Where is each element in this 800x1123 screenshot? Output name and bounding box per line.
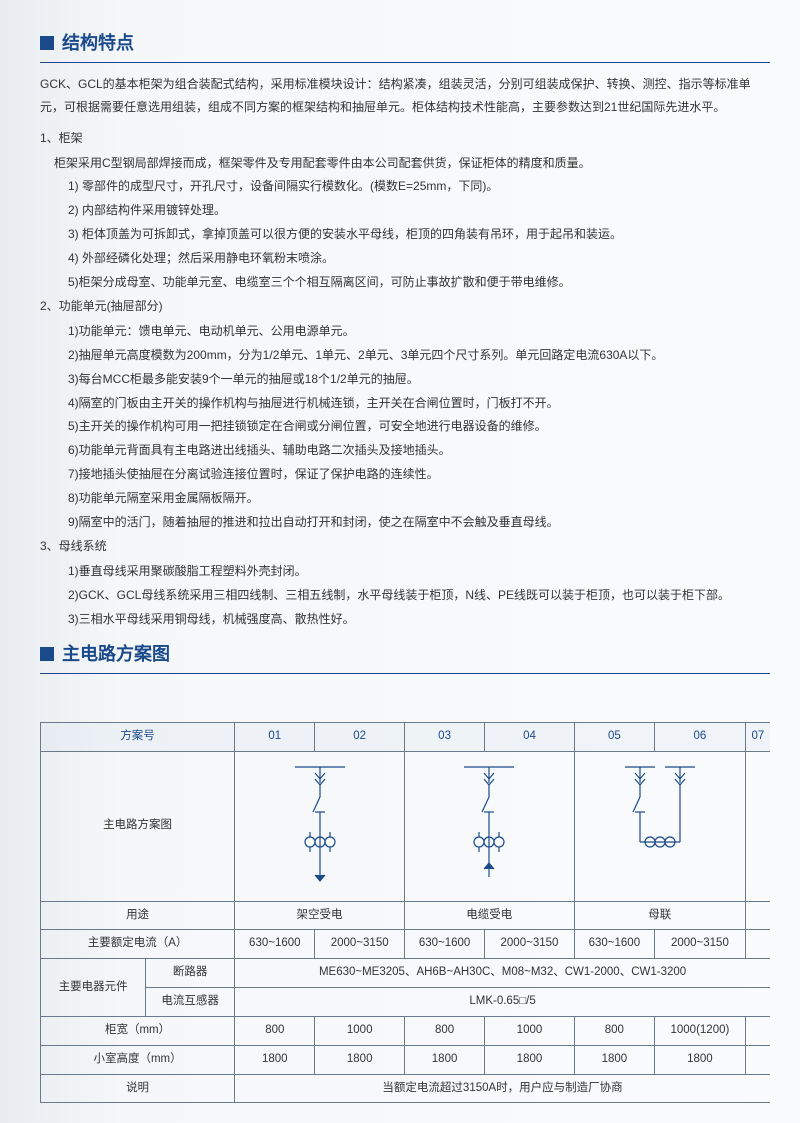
list-item: 4)隔室的门板由主开关的操作机构与抽屉进行机械连锁，主开关在合闸位置时，门板打不…	[54, 392, 770, 415]
cell: 1800	[235, 1045, 315, 1074]
cell: 2000~3150	[485, 930, 574, 959]
circuit-diagram-cable	[404, 751, 574, 901]
group-3-head: 3、母线系统	[40, 535, 770, 558]
circuit-diagram-overhead	[235, 751, 405, 901]
square-bullet-icon	[40, 647, 54, 661]
col-num: 02	[315, 722, 404, 751]
group-2-head: 2、功能单元(抽屉部分)	[40, 295, 770, 318]
cell: 1000(1200)	[655, 1016, 746, 1045]
cell: 2000~3150	[315, 930, 404, 959]
cell: 800	[404, 1016, 484, 1045]
col-num: 04	[485, 722, 574, 751]
intro-paragraph: GCK、GCL的基本柜架为组合装配式结构，采用标准模块设计：结构紧凑，组装灵活，…	[40, 73, 770, 119]
cell: 当额定电流超过3150A时，用户应与制造厂协商	[235, 1074, 770, 1103]
row-cabinet-width-label: 柜宽（mm）	[41, 1016, 235, 1045]
cell: 电缆受电	[404, 901, 574, 930]
list-item: 5)主开关的操作机构可用一把挂锁锁定在合闸或分闸位置，可安全地进行电器设备的维修…	[54, 415, 770, 438]
list-item: 6)功能单元背面具有主电路进出线插头、辅助电路二次插头及接地插头。	[54, 439, 770, 462]
cell: 1000	[485, 1016, 574, 1045]
col-num: 06	[655, 722, 746, 751]
diagram-row-label: 主电路方案图	[41, 751, 235, 901]
circuit-diagram-coupling	[574, 751, 745, 901]
cell: 1800	[655, 1045, 746, 1074]
list-item: 3)每台MCC柜最多能安装9个一单元的抽屉或18个1/2单元的抽屉。	[54, 368, 770, 391]
cell: 架空受电	[235, 901, 405, 930]
row-ct-label: 电流互感器	[146, 988, 235, 1017]
list-item: 8)功能单元隔室采用金属隔板隔开。	[54, 487, 770, 510]
list-item: 5)柜架分成母室、功能单元室、电缆室三个个相互隔离区间，可防止事故扩散和便于带电…	[54, 271, 770, 294]
circuit-scheme-table: 方案号 01 02 03 04 05 06 07 主电路方案图	[40, 714, 770, 1104]
cell: 630~1600	[404, 930, 484, 959]
row-compartment-height-label: 小室高度（mm）	[41, 1045, 235, 1074]
list-item: 4) 外部经磷化处理；然后采用静电环氧粉末喷涂。	[54, 247, 770, 270]
cell: 800	[574, 1016, 654, 1045]
col-scheme-label: 方案号	[41, 722, 235, 751]
row-breaker-label: 断路器	[146, 959, 235, 988]
list-item: 2)GCK、GCL母线系统采用三相四线制、三相五线制，水平母线装于柜顶，N线、P…	[54, 584, 770, 607]
list-item: 7)接地插头使抽屉在分离试验连接位置时，保证了保护电路的连续性。	[54, 463, 770, 486]
row-components-group-label: 主要电器元件	[41, 959, 146, 1017]
cell: 母联	[574, 901, 745, 930]
col-num: 07	[745, 722, 770, 751]
list-item: 9)隔室中的活门，随着抽屉的推进和拉出自动打开和封闭，使之在隔室中不会触及垂直母…	[54, 511, 770, 534]
list-item: 1)垂直母线采用聚碳酸脂工程塑料外壳封闭。	[54, 560, 770, 583]
col-num: 01	[235, 722, 315, 751]
row-rated-current-label: 主要额定电流（A）	[41, 930, 235, 959]
section-header-circuit: 主电路方案图	[40, 637, 770, 674]
cell: LMK-0.65□/5	[235, 988, 770, 1017]
cell: 1800	[315, 1045, 404, 1074]
group-1-head: 1、柜架	[40, 127, 770, 150]
cell: 1800	[485, 1045, 574, 1074]
cell: 1800	[404, 1045, 484, 1074]
section-header-structure: 结构特点	[40, 26, 770, 63]
list-item: 1) 零部件的成型尺寸，开孔尺寸，设备间隔实行模数化。(模数E=25mm，下同)…	[54, 175, 770, 198]
list-item: 3)三相水平母线采用铜母线，机械强度高、散热性好。	[54, 608, 770, 631]
cell: 1800	[574, 1045, 654, 1074]
row-note-label: 说明	[41, 1074, 235, 1103]
col-num: 05	[574, 722, 654, 751]
group-1-lead: 柜架采用C型钢局部焊接而成，框架零件及专用配套零件由本公司配套供货，保证柜体的精…	[40, 152, 770, 175]
cell: 630~1600	[235, 930, 315, 959]
section-title: 主电路方案图	[62, 637, 170, 671]
cell: 800	[235, 1016, 315, 1045]
section-title: 结构特点	[62, 26, 134, 60]
list-item: 2) 内部结构件采用镀锌处理。	[54, 199, 770, 222]
list-item: 1)功能单元：馈电单元、电动机单元、公用电源单元。	[54, 320, 770, 343]
cell: 630~1600	[574, 930, 654, 959]
col-num: 03	[404, 722, 484, 751]
list-item: 3) 柜体顶盖为可拆卸式，拿掉顶盖可以很方便的安装水平母线，柜顶的四角装有吊环，…	[54, 223, 770, 246]
list-item: 2)抽屉单元高度模数为200mm，分为1/2单元、1单元、2单元、3单元四个尺寸…	[54, 344, 770, 367]
square-bullet-icon	[40, 36, 54, 50]
cell: ME630~ME3205、AH6B~AH30C、M08~M32、CW1-2000…	[235, 959, 770, 988]
cell: 1000	[315, 1016, 404, 1045]
cell: 2000~3150	[655, 930, 746, 959]
row-purpose-label: 用途	[41, 901, 235, 930]
